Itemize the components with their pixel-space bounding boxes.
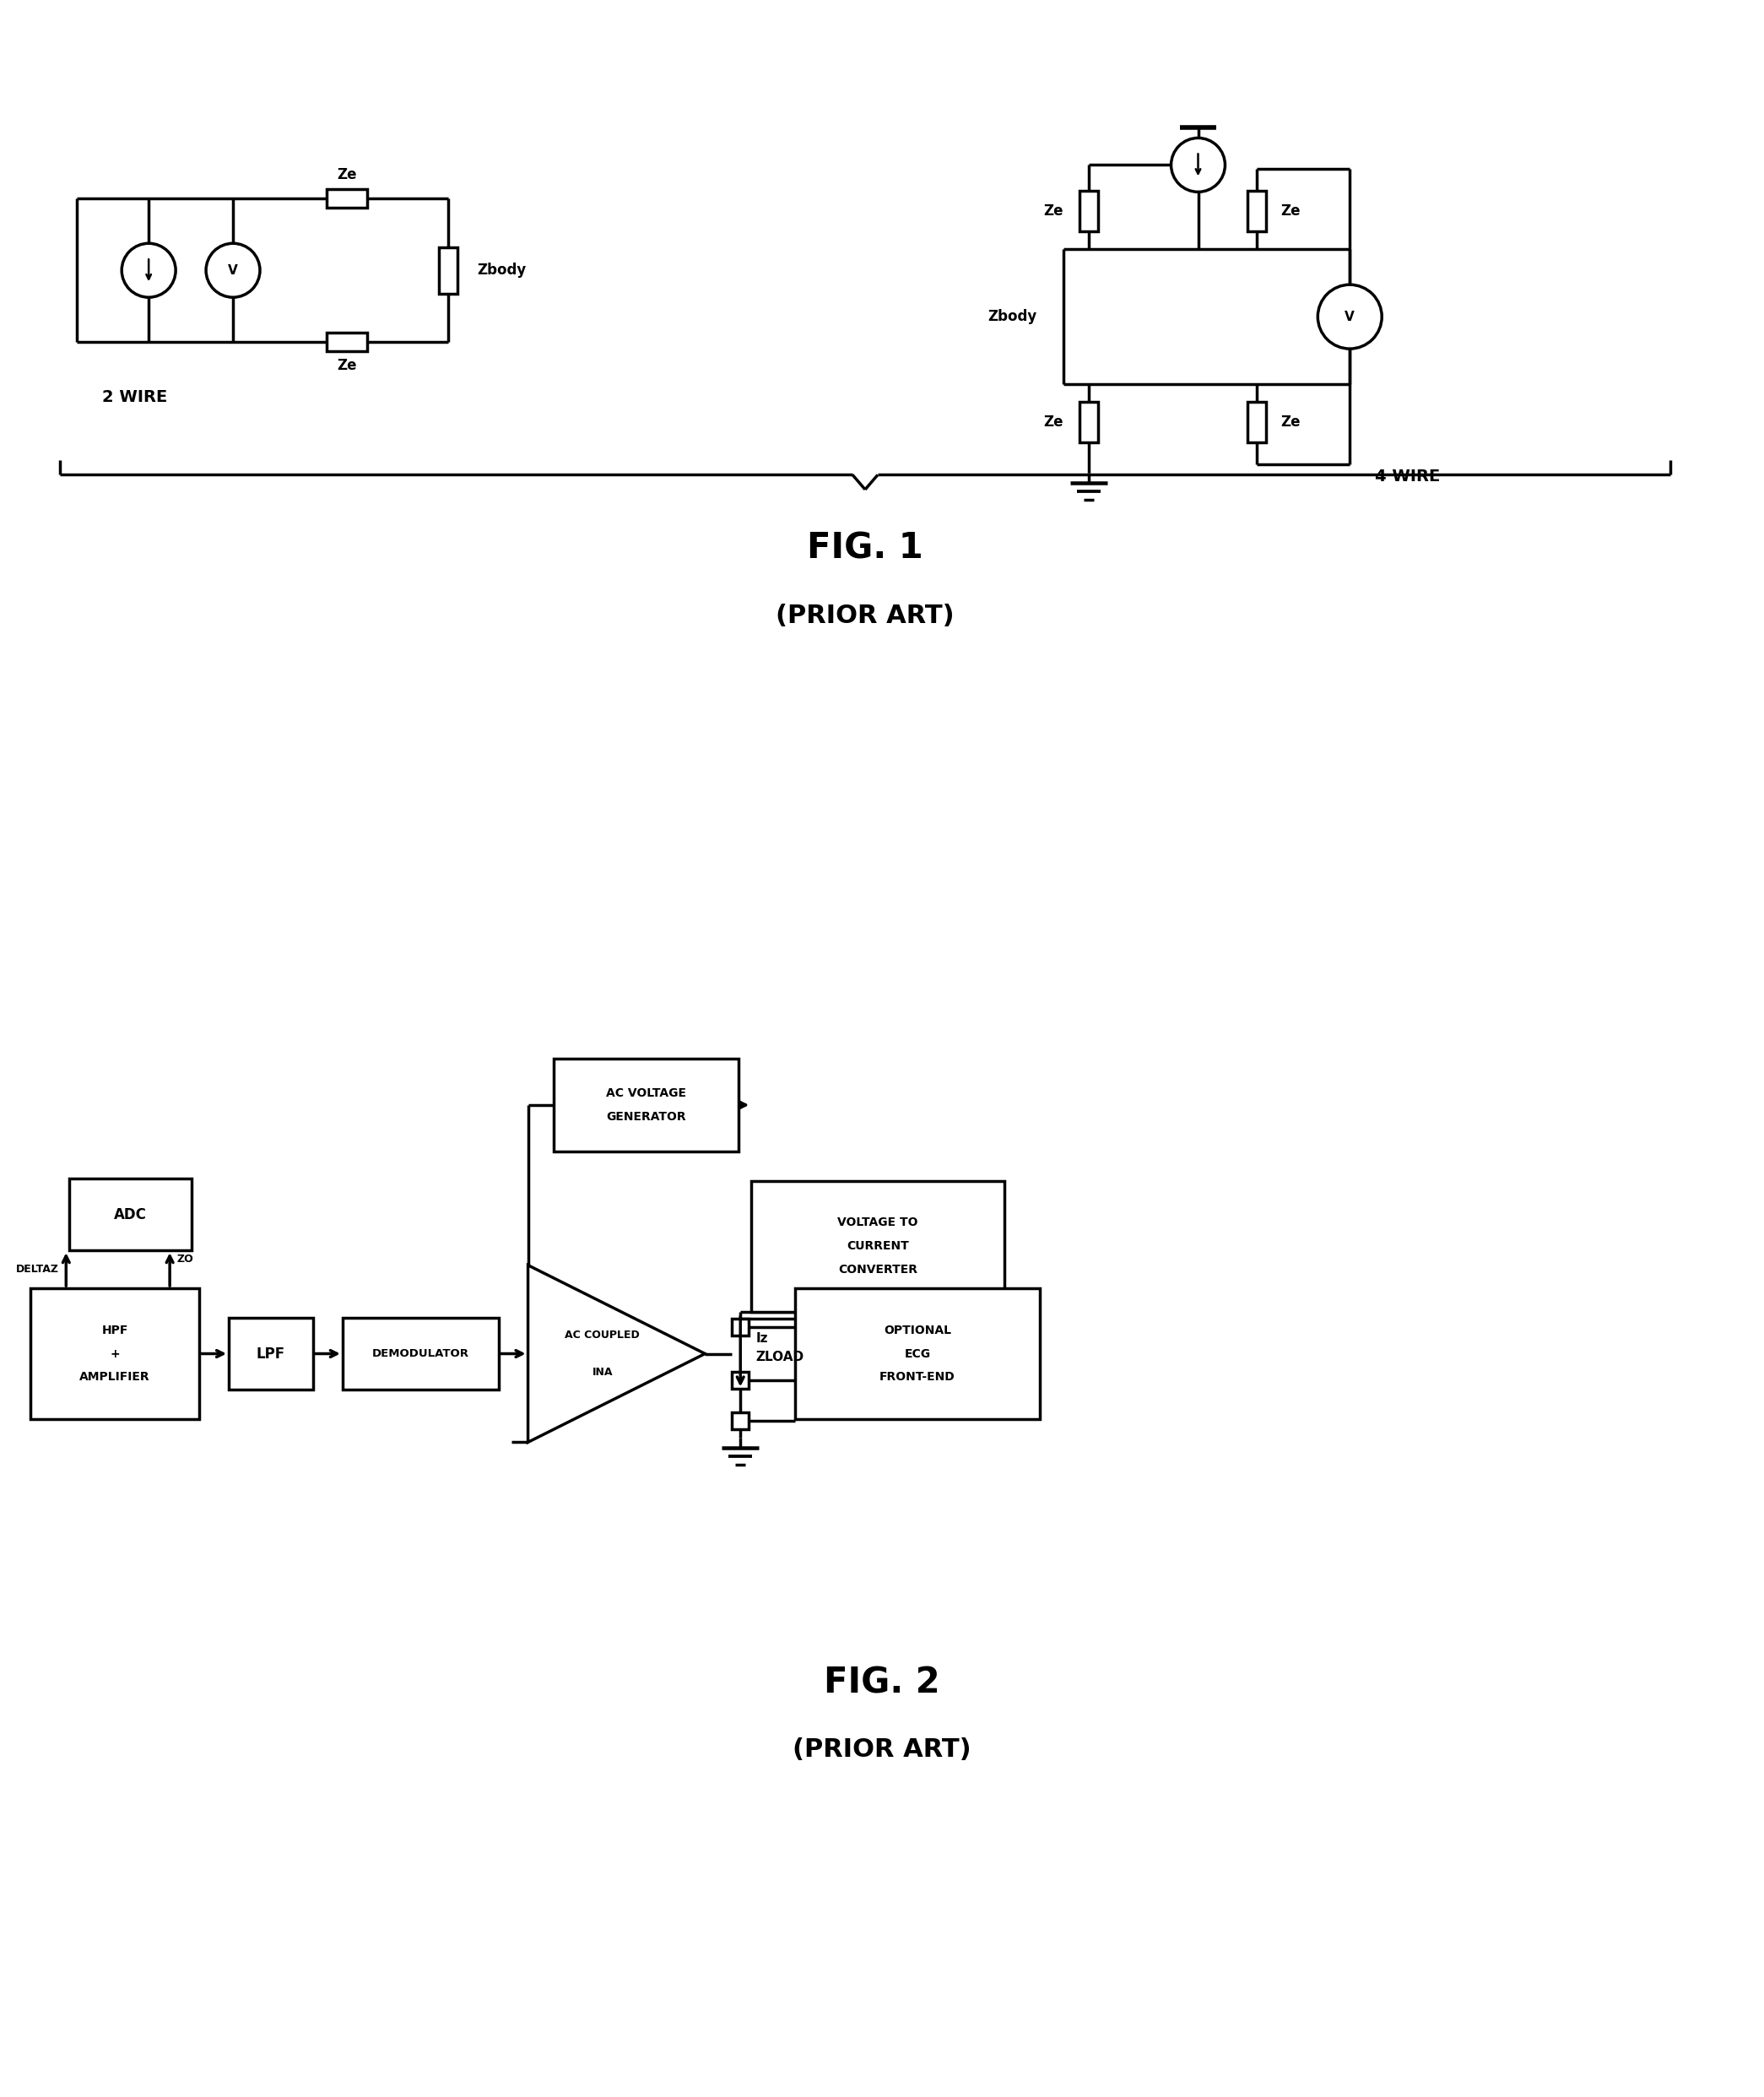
Text: Ze: Ze <box>337 168 356 182</box>
Text: Ze: Ze <box>337 359 356 373</box>
Bar <box>554 1059 739 1151</box>
Text: 2 WIRE: 2 WIRE <box>102 388 168 405</box>
Text: CONVERTER: CONVERTER <box>838 1264 917 1275</box>
Text: 4 WIRE: 4 WIRE <box>1376 470 1439 484</box>
Circle shape <box>1318 285 1381 348</box>
Text: CURRENT: CURRENT <box>847 1239 908 1252</box>
Text: FIG. 2: FIG. 2 <box>824 1665 940 1701</box>
Text: Zbody: Zbody <box>988 308 1037 325</box>
Circle shape <box>206 243 259 298</box>
Bar <box>1080 191 1097 231</box>
Text: Ze: Ze <box>1281 415 1300 430</box>
Text: ADC: ADC <box>113 1208 146 1223</box>
Text: AC COUPLED: AC COUPLED <box>564 1329 640 1340</box>
Bar <box>69 1179 191 1250</box>
Bar <box>30 1288 199 1420</box>
Text: ZO: ZO <box>176 1254 194 1264</box>
Text: Ze: Ze <box>1281 203 1300 218</box>
Text: Ze: Ze <box>1043 415 1064 430</box>
Text: VOLTAGE TO: VOLTAGE TO <box>838 1216 917 1229</box>
Bar <box>326 333 367 352</box>
Text: +: + <box>109 1348 120 1359</box>
Text: AMPLIFIER: AMPLIFIER <box>79 1371 150 1384</box>
Text: V: V <box>228 264 238 277</box>
Text: HPF: HPF <box>102 1323 129 1336</box>
Bar <box>796 1288 1039 1420</box>
Bar <box>439 247 457 294</box>
Bar <box>1080 403 1097 442</box>
Text: Zbody: Zbody <box>478 262 527 279</box>
Bar <box>732 1371 750 1388</box>
Text: FRONT-END: FRONT-END <box>880 1371 956 1384</box>
Text: (PRIOR ART): (PRIOR ART) <box>792 1738 972 1761</box>
Circle shape <box>1171 138 1224 193</box>
Text: ECG: ECG <box>905 1348 931 1359</box>
Text: DEMODULATOR: DEMODULATOR <box>372 1348 469 1359</box>
Text: ZLOAD: ZLOAD <box>755 1350 804 1363</box>
Bar <box>229 1317 312 1390</box>
Text: V: V <box>1344 310 1355 323</box>
Bar <box>732 1319 750 1336</box>
Text: GENERATOR: GENERATOR <box>607 1111 686 1122</box>
Text: Iz: Iz <box>755 1332 767 1344</box>
Text: Ze: Ze <box>1043 203 1064 218</box>
Polygon shape <box>527 1264 706 1443</box>
Bar <box>751 1181 1004 1311</box>
Circle shape <box>122 243 176 298</box>
Text: INA: INA <box>593 1367 612 1378</box>
Text: OPTIONAL: OPTIONAL <box>884 1323 951 1336</box>
Text: DELTAZ: DELTAZ <box>16 1264 60 1275</box>
Text: (PRIOR ART): (PRIOR ART) <box>776 604 954 629</box>
Bar <box>1247 191 1267 231</box>
Bar <box>732 1413 750 1430</box>
Text: FIG. 1: FIG. 1 <box>806 531 923 566</box>
Bar <box>1247 403 1267 442</box>
Text: LPF: LPF <box>256 1346 286 1361</box>
Text: AC VOLTAGE: AC VOLTAGE <box>605 1086 686 1099</box>
Bar <box>326 189 367 208</box>
Bar <box>342 1317 499 1390</box>
